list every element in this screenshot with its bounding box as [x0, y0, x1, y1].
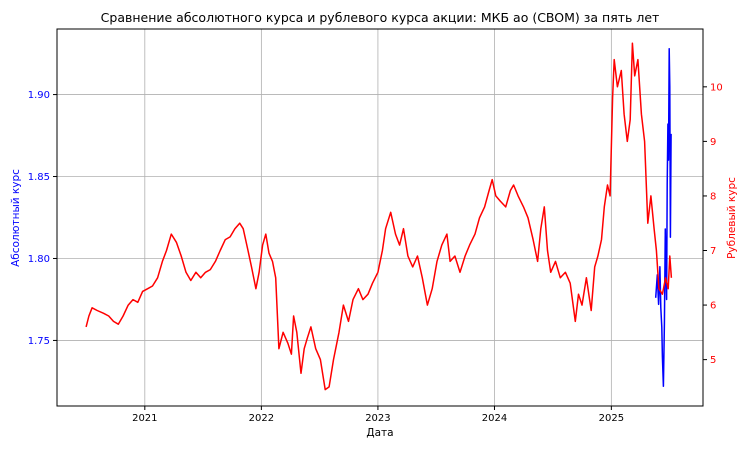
x-tick-label: 2023: [365, 413, 390, 424]
grid: [57, 29, 703, 406]
series-line-left: [654, 47, 672, 388]
x-tick-label: 2024: [482, 413, 507, 424]
y-left-tick-label: 1.75: [28, 336, 50, 347]
y-right-tick-label: 7: [710, 246, 716, 257]
y-right-tick-label: 8: [710, 191, 716, 202]
y-axis-right-label: Рублевый курс: [726, 177, 738, 259]
x-tick-label: 2022: [249, 413, 274, 424]
y-right-tick-label: 10: [710, 82, 723, 93]
y-left-tick-label: 1.90: [28, 90, 50, 101]
y-left-tick-label: 1.85: [28, 172, 50, 183]
y-axis-left-label: Абсолютный курс: [10, 169, 22, 267]
x-tick-label: 2021: [132, 413, 157, 424]
y-right-tick-label: 6: [710, 301, 716, 312]
chart-title: Сравнение абсолютного курса и рублевого …: [101, 10, 660, 25]
y-left-tick-label: 1.80: [28, 254, 50, 265]
x-axis-label: Дата: [366, 427, 393, 439]
x-tick-label: 2025: [599, 413, 624, 424]
y-right-tick-label: 9: [710, 137, 716, 148]
series-layer: [85, 42, 673, 391]
x-axis: 2021 2022 2023 2024 2025: [132, 406, 624, 424]
y-axis-right: 5 6 7 8 9 10: [703, 82, 723, 366]
plot-frame: [56, 28, 704, 407]
series-line-right: [85, 42, 673, 391]
y-right-tick-label: 5: [710, 355, 716, 366]
y-axis-left: 1.75 1.80 1.85 1.90: [28, 90, 57, 347]
